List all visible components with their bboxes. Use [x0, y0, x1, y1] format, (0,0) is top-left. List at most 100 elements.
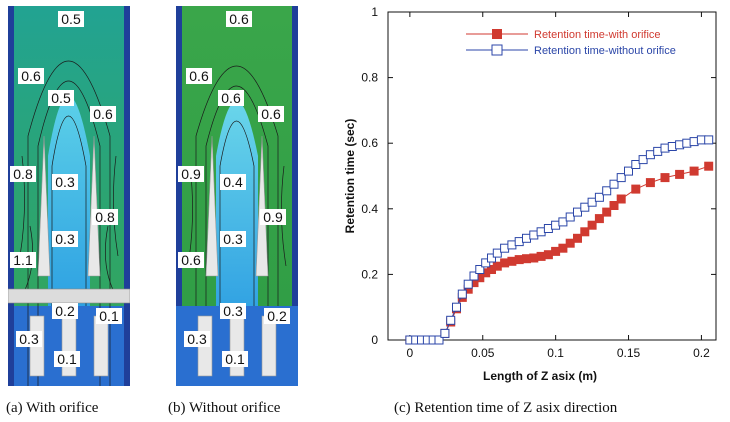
point-without-orifice [522, 233, 531, 243]
point-with-orifice [704, 161, 714, 171]
point-without-orifice [440, 328, 450, 338]
svg-text:0.6: 0.6 [181, 252, 201, 268]
left-wall [176, 6, 182, 296]
svg-text:0.1: 0.1 [225, 351, 245, 367]
svg-text:0.6: 0.6 [229, 11, 249, 27]
y-tick-label: 0.8 [361, 71, 378, 85]
caption-with-orifice: (a) With orifice [6, 400, 99, 416]
point-with-orifice [522, 254, 531, 264]
svg-text:0.3: 0.3 [55, 174, 75, 190]
contour-label-b-1: 0.6 [186, 68, 212, 84]
legend-marker-without-orifice [491, 44, 503, 56]
contour-label-a-9: 0.2 [52, 303, 78, 319]
contour-label-b-11: 0.3 [184, 331, 210, 347]
point-with-orifice [631, 184, 641, 194]
svg-text:0.6: 0.6 [21, 68, 41, 84]
point-without-orifice [481, 258, 491, 268]
contour-label-b-0: 0.6 [226, 11, 252, 27]
point-without-orifice [602, 186, 612, 196]
point-with-orifice [645, 178, 655, 188]
contour-label-a-7: 0.3 [52, 231, 78, 247]
point-with-orifice [580, 227, 590, 237]
point-without-orifice [631, 160, 641, 169]
point-with-orifice [492, 261, 502, 271]
orifice-plate [8, 288, 130, 304]
svg-text:0.2: 0.2 [267, 308, 287, 324]
chart-axes [387, 11, 717, 341]
point-without-orifice [689, 137, 699, 147]
right-nozzle [87, 135, 101, 277]
point-without-orifice [536, 227, 546, 237]
svg-text:0.1: 0.1 [99, 308, 119, 324]
left-nozzle [37, 135, 51, 277]
svg-text:0.3: 0.3 [223, 231, 243, 247]
svg-text:0.6: 0.6 [189, 68, 209, 84]
right-wall [124, 6, 130, 386]
right-wall [292, 6, 298, 296]
svg-text:0.2: 0.2 [55, 303, 75, 319]
point-without-orifice [587, 197, 597, 207]
y-tick-label: 0.6 [361, 136, 378, 150]
point-without-orifice [469, 271, 479, 281]
svg-text:0.6: 0.6 [261, 106, 281, 122]
point-with-orifice [616, 194, 626, 204]
svg-text:0.3: 0.3 [55, 231, 75, 247]
point-without-orifice [565, 212, 575, 222]
point-with-orifice [587, 220, 597, 230]
svg-text:0.3: 0.3 [187, 331, 207, 347]
x-tick-label: 0.1 [547, 346, 564, 360]
x-tick-label: 0.15 [617, 346, 641, 360]
x-axis-title: Length of Z asix (m) [483, 369, 597, 383]
contour-label-a-4: 0.8 [10, 166, 36, 182]
svg-text:0.5: 0.5 [51, 90, 71, 106]
point-without-orifice [434, 335, 444, 345]
point-without-orifice [573, 207, 582, 217]
contour-label-b-8: 0.6 [178, 252, 204, 268]
point-with-orifice [558, 243, 568, 253]
point-without-orifice [475, 265, 485, 274]
contour-label-b-7: 0.3 [220, 231, 246, 247]
point-without-orifice [463, 279, 473, 289]
point-with-orifice [675, 169, 685, 179]
contour-label-b-5: 0.4 [220, 174, 246, 190]
point-with-orifice [536, 251, 546, 261]
point-with-orifice [573, 233, 582, 243]
left-nozzle [205, 135, 219, 277]
y-tick-label: 0.4 [361, 202, 378, 216]
y-tick-label: 0.2 [361, 267, 378, 281]
point-with-orifice [609, 201, 619, 210]
contour-label-b-10: 0.2 [264, 308, 290, 324]
svg-text:0.1: 0.1 [57, 351, 77, 367]
point-with-orifice [594, 214, 604, 224]
left-wall [8, 6, 14, 386]
point-without-orifice [667, 142, 677, 151]
legend-marker-with-orifice [492, 29, 502, 39]
point-without-orifice [487, 253, 496, 263]
point-without-orifice [704, 135, 714, 145]
contour-panel-without-orifice: 0.6 0.6 0.6 0.6 0.9 0.4 0.9 0.3 0.6 0.3 … [176, 6, 298, 386]
svg-text:0.8: 0.8 [95, 209, 115, 225]
contour-plot-with-orifice: 0.5 0.6 0.5 0.6 0.8 0.3 0.8 0.3 1.1 0.2 … [8, 6, 130, 386]
y-tick-label: 1 [371, 5, 378, 19]
point-without-orifice [594, 192, 604, 202]
right-inlet [93, 315, 109, 377]
point-without-orifice [446, 315, 456, 325]
point-without-orifice [529, 230, 539, 240]
svg-text:0.9: 0.9 [181, 166, 201, 182]
point-with-orifice [565, 238, 575, 248]
point-without-orifice [457, 289, 467, 299]
caption-retention-time: (c) Retention time of Z asix direction [394, 400, 618, 416]
contour-label-a-0: 0.5 [58, 11, 84, 27]
right-nozzle [255, 135, 269, 277]
x-tick-label: 0 [407, 346, 414, 360]
legend-label-with-orifice: Retention time-with orifice [534, 29, 661, 41]
point-without-orifice [558, 217, 568, 227]
point-without-orifice [492, 248, 502, 258]
point-without-orifice [551, 220, 561, 230]
contour-label-b-3: 0.6 [258, 106, 284, 122]
svg-text:0.6: 0.6 [221, 90, 241, 106]
contour-label-a-1: 0.6 [18, 68, 44, 84]
plot-frame [387, 11, 717, 341]
contour-label-a-8: 1.1 [10, 252, 36, 268]
svg-text:0.5: 0.5 [61, 11, 81, 27]
